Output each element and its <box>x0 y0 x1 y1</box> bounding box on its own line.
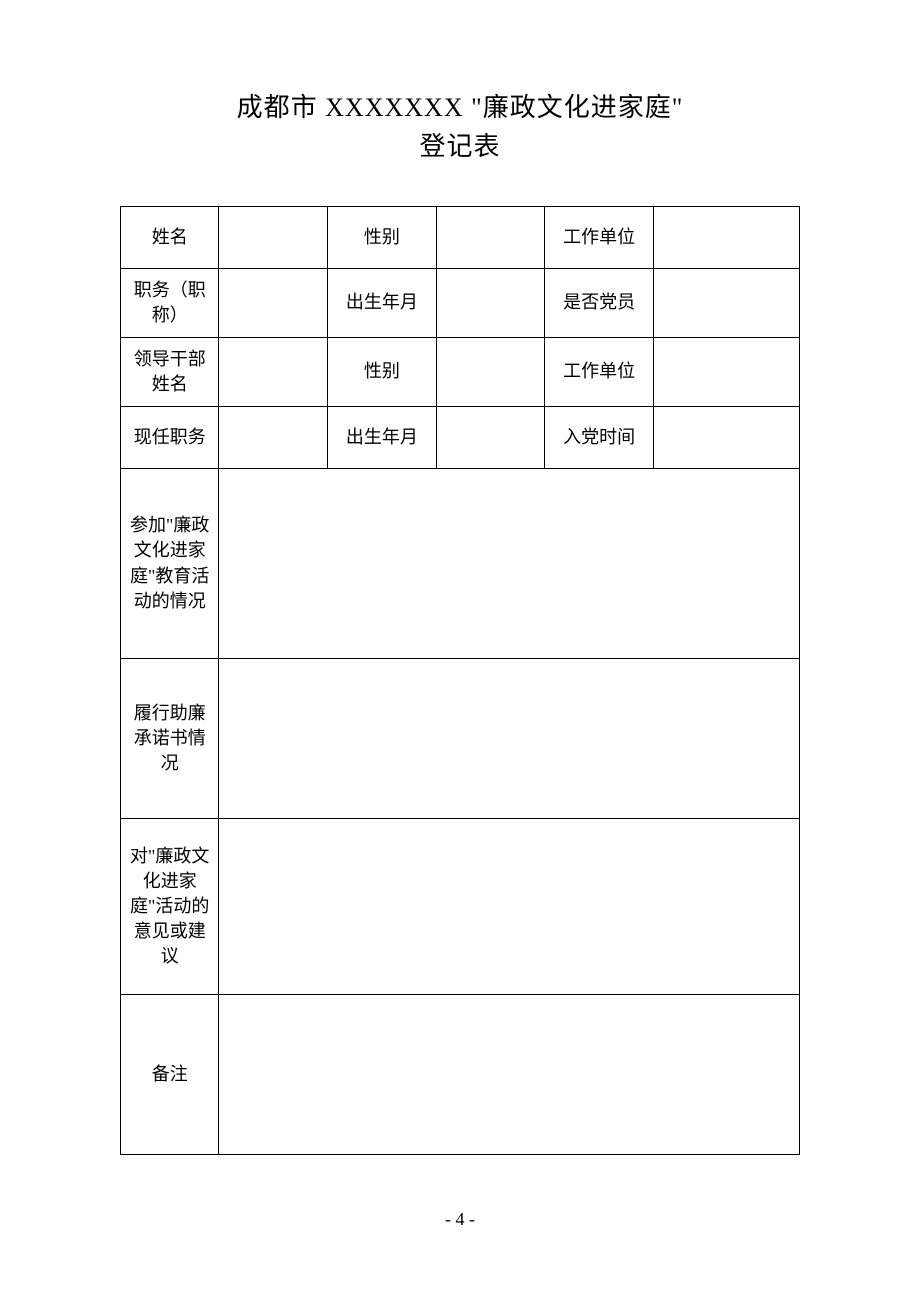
value-workunit <box>653 207 799 269</box>
label-remarks: 备注 <box>121 995 219 1155</box>
value-party-join-date <box>653 407 799 469</box>
label-position-title: 职务（职称） <box>121 269 219 338</box>
value-leader-gender <box>436 338 545 407</box>
table-row: 领导干部姓名 性别 工作单位 <box>121 338 800 407</box>
page-content: 成都市 XXXXXXX "廉政文化进家庭" 登记表 姓名 性别 工作单位 职务（… <box>0 0 920 1155</box>
document-title-block: 成都市 XXXXXXX "廉政文化进家庭" 登记表 <box>120 88 800 166</box>
table-row: 姓名 性别 工作单位 <box>121 207 800 269</box>
table-row: 履行助廉承诺书情况 <box>121 659 800 819</box>
label-leader-gender: 性别 <box>328 338 437 407</box>
value-opinions-suggestions <box>219 819 800 995</box>
table-row: 职务（职称） 出生年月 是否党员 <box>121 269 800 338</box>
title-line-2: 登记表 <box>120 127 800 166</box>
value-commitment-fulfillment <box>219 659 800 819</box>
table-row: 备注 <box>121 995 800 1155</box>
value-leader-workunit <box>653 338 799 407</box>
label-name: 姓名 <box>121 207 219 269</box>
label-workunit: 工作单位 <box>545 207 654 269</box>
registration-form-table: 姓名 性别 工作单位 职务（职称） 出生年月 是否党员 领导干部姓名 性别 <box>120 206 800 1155</box>
value-current-position <box>219 407 328 469</box>
label-party-join-date: 入党时间 <box>545 407 654 469</box>
label-party-member: 是否党员 <box>545 269 654 338</box>
table-row: 对"廉政文化进家庭"活动的意见或建议 <box>121 819 800 995</box>
value-gender <box>436 207 545 269</box>
page-number: - 4 - <box>0 1209 920 1230</box>
label-current-position: 现任职务 <box>121 407 219 469</box>
value-activity-participation <box>219 469 800 659</box>
value-party-member <box>653 269 799 338</box>
label-opinions-suggestions: 对"廉政文化进家庭"活动的意见或建议 <box>121 819 219 995</box>
label-commitment-fulfillment: 履行助廉承诺书情况 <box>121 659 219 819</box>
value-birthdate <box>436 269 545 338</box>
table-row: 现任职务 出生年月 入党时间 <box>121 407 800 469</box>
table-row: 参加"廉政文化进家庭"教育活动的情况 <box>121 469 800 659</box>
title-line-1: 成都市 XXXXXXX "廉政文化进家庭" <box>120 88 800 127</box>
label-leader-birthdate: 出生年月 <box>328 407 437 469</box>
value-leader-name <box>219 338 328 407</box>
value-position-title <box>219 269 328 338</box>
value-remarks <box>219 995 800 1155</box>
value-leader-birthdate <box>436 407 545 469</box>
label-leader-name: 领导干部姓名 <box>121 338 219 407</box>
label-birthdate: 出生年月 <box>328 269 437 338</box>
label-gender: 性别 <box>328 207 437 269</box>
label-activity-participation: 参加"廉政文化进家庭"教育活动的情况 <box>121 469 219 659</box>
value-name <box>219 207 328 269</box>
label-leader-workunit: 工作单位 <box>545 338 654 407</box>
